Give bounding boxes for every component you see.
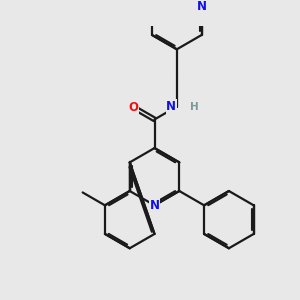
Text: O: O — [128, 101, 138, 114]
Text: N: N — [196, 0, 207, 13]
Text: H: H — [190, 102, 199, 112]
Text: N: N — [149, 199, 160, 212]
Text: N: N — [166, 100, 176, 113]
